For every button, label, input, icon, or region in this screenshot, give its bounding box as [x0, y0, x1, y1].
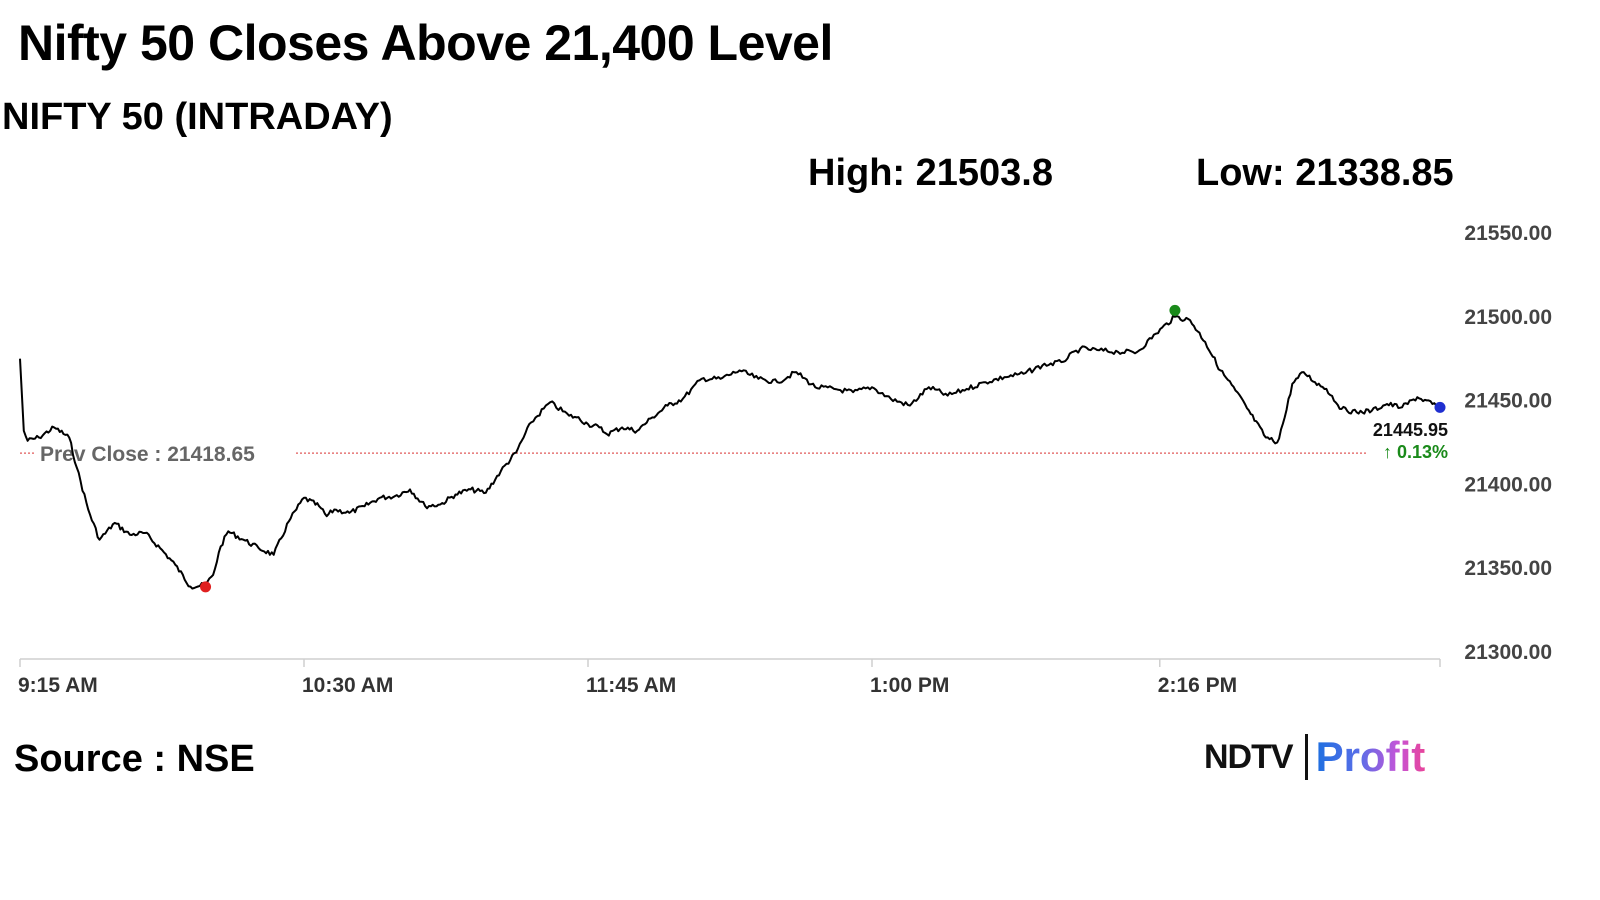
- last-price-marker: [1434, 401, 1446, 413]
- headline: Nifty 50 Closes Above 21,400 Level: [18, 15, 833, 71]
- chart-title: NIFTY 50 (INTRADAY): [2, 96, 393, 138]
- prev-close-label-bg: [34, 439, 296, 468]
- high-label: High: 21503.8: [808, 152, 1053, 194]
- plot-layer: 9:15 AM 10:30 AM 11:45 AM 1:00 PM 2:16 PM 215…: [18, 222, 1552, 697]
- last-value-label: 21445.95: [1373, 420, 1448, 440]
- price-line: [19, 315, 1441, 590]
- intraday-chart: 9:15 AM 10:30 AM 11:45 AM 1:00 PM 2:16 PM 215…: [18, 222, 1552, 697]
- low-label: Low: 21338.85: [1196, 152, 1454, 194]
- day-low-marker: [200, 581, 212, 593]
- y-tick-label: 21350.00: [1464, 557, 1552, 580]
- x-tick-label: 11:45 AM: [586, 674, 676, 697]
- day-high-marker: [1169, 304, 1181, 316]
- ndtv-profit-logo: NDTV Profit: [1204, 732, 1425, 782]
- source-note: Source : NSE: [14, 738, 255, 780]
- y-tick-label: 21400.00: [1464, 473, 1552, 496]
- change-label: ↑ 0.13%: [1383, 442, 1448, 462]
- prev-close-label: Prev Close : 21418.65: [40, 443, 255, 466]
- x-tick-label: 9:15 AM: [18, 674, 98, 697]
- y-tick-label: 21550.00: [1464, 222, 1552, 245]
- x-tick-label: 10:30 AM: [302, 674, 393, 697]
- logo-divider: [1304, 734, 1308, 780]
- y-tick-label: 21500.00: [1464, 306, 1552, 329]
- y-tick-label: 21450.00: [1464, 390, 1552, 413]
- y-tick-label: 21300.00: [1464, 641, 1552, 664]
- logo-product: Profit: [1315, 733, 1426, 780]
- x-tick-label: 1:00 PM: [870, 674, 949, 697]
- logo-brand: NDTV: [1204, 737, 1294, 776]
- x-tick-label: 2:16 PM: [1158, 674, 1237, 697]
